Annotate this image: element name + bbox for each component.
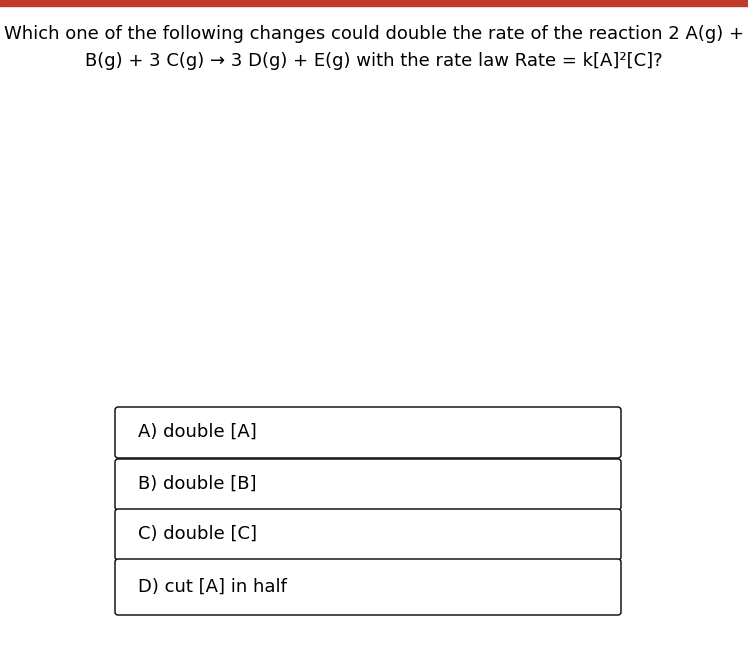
FancyBboxPatch shape — [115, 559, 621, 615]
Text: D) cut [A] in half: D) cut [A] in half — [138, 578, 287, 596]
FancyBboxPatch shape — [115, 407, 621, 458]
Text: Which one of the following changes could double the rate of the reaction 2 A(g) : Which one of the following changes could… — [4, 25, 744, 43]
FancyBboxPatch shape — [115, 459, 621, 510]
Text: C) double [C]: C) double [C] — [138, 525, 257, 543]
FancyBboxPatch shape — [115, 509, 621, 560]
Text: B) double [B]: B) double [B] — [138, 475, 257, 493]
Text: A) double [A]: A) double [A] — [138, 423, 257, 441]
Text: B(g) + 3 C(g) → 3 D(g) + E(g) with the rate law Rate = k[A]²[C]?: B(g) + 3 C(g) → 3 D(g) + E(g) with the r… — [85, 52, 663, 70]
Bar — [0, 0, 748, 6]
